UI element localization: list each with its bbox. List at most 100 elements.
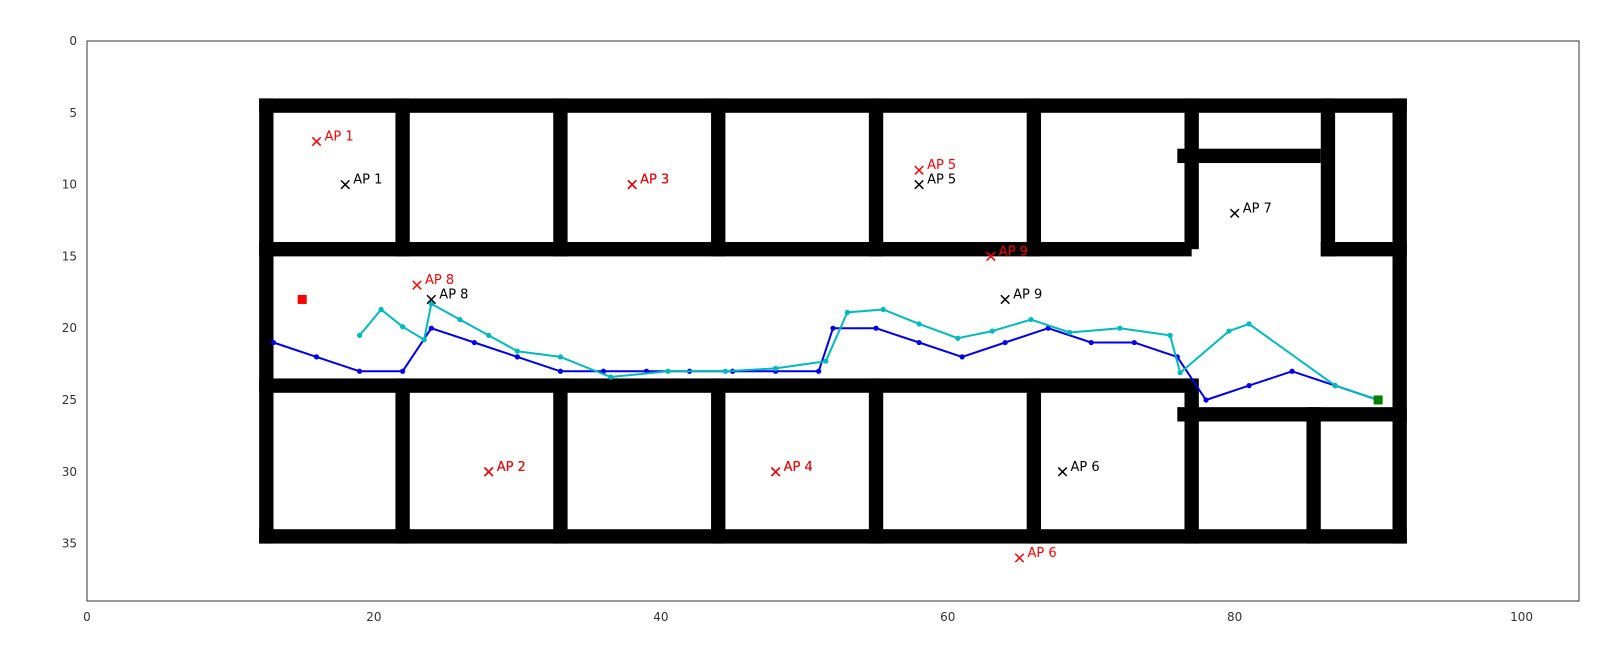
wall-segment (553, 378, 568, 544)
estimated-ap: AP 4 (770, 460, 813, 477)
estimated-ap-cross (483, 467, 494, 477)
wall-segment (259, 98, 1407, 113)
estimated-ap: AP 9 (986, 244, 1028, 262)
wall-segment (1184, 98, 1199, 250)
path-point (823, 358, 829, 364)
path-point (356, 332, 363, 338)
estimated-ap: AP 6 (1014, 546, 1057, 563)
path-point (959, 354, 965, 360)
path-point (1246, 321, 1252, 327)
x-tick-label: 80 (1227, 610, 1242, 624)
true-ap: AP 1 (340, 173, 382, 190)
path-point (457, 316, 463, 323)
true-ap-label: AP 3 (640, 173, 669, 188)
path-line-1 (273, 327, 1379, 401)
wall-segment (868, 98, 884, 257)
wall-segment (395, 98, 410, 257)
path-point (378, 306, 384, 313)
true-ap: AP 6 (1057, 460, 1100, 477)
path-point (773, 365, 779, 371)
end-marker (1373, 395, 1383, 405)
estimated-ap: AP 8 (412, 273, 454, 290)
estimated-ap-label: AP 8 (425, 273, 454, 288)
x-tick-labels: 0 20 40 60 80 100 (83, 610, 1533, 624)
path-point (270, 339, 277, 346)
x-tick-label: 60 (940, 610, 955, 624)
wall-segment (395, 378, 410, 544)
y-tick-label: 15 (62, 249, 77, 263)
path-point (1332, 383, 1338, 389)
true-ap: AP 5 (914, 173, 956, 190)
estimated-ap-cross (627, 179, 637, 190)
true-ap-cross (1229, 208, 1240, 219)
path-point (1167, 332, 1173, 338)
x-tick-label: 0 (83, 610, 91, 624)
true-ap: AP 9 (1000, 287, 1042, 305)
path-point (722, 368, 729, 374)
wall-segment (1392, 98, 1407, 544)
estimated-ap: AP 1 (311, 130, 354, 147)
path-point (880, 306, 886, 313)
path-point (830, 325, 836, 331)
start-marker (297, 294, 307, 304)
estimated-ap-cross (1014, 553, 1025, 563)
path-point (428, 325, 434, 331)
path-point (916, 339, 922, 346)
path-point (955, 335, 961, 341)
path-point (313, 354, 320, 360)
true-ap-cross (426, 294, 437, 305)
path-point (514, 348, 520, 354)
path-point (421, 337, 427, 343)
true-ap-label: AP 6 (1071, 460, 1100, 475)
x-tick-label: 100 (1510, 610, 1533, 624)
path-point (989, 328, 995, 334)
path-point (1088, 339, 1094, 346)
estimated-ap-cross (412, 280, 422, 290)
y-tick-label: 30 (62, 465, 77, 479)
path-point (400, 368, 406, 374)
path-point (1028, 316, 1034, 323)
path-point (873, 325, 879, 331)
path-point (514, 354, 520, 360)
estimated-ap-label: AP 3 (640, 173, 669, 188)
path-point (1067, 329, 1073, 336)
estimated-ap-label: AP 6 (1028, 546, 1057, 561)
true-ap-cross (914, 179, 924, 190)
true-ap-label: AP 4 (784, 460, 813, 475)
path-point (916, 321, 922, 327)
y-tick-label: 35 (62, 537, 77, 551)
path-point (471, 339, 477, 346)
y-tick-label: 10 (62, 178, 77, 192)
wall-segment (711, 98, 726, 257)
path-point (1289, 368, 1295, 374)
estimated-ap-label: AP 4 (784, 460, 813, 475)
plot-frame (86, 40, 1580, 602)
path-point (1002, 339, 1008, 346)
estimated-ap-label: AP 1 (325, 130, 354, 145)
estimated-ap-cross (986, 251, 996, 262)
paths-layer (270, 301, 1381, 403)
path-point (1045, 325, 1051, 331)
wall-segment (1177, 148, 1321, 164)
true-ap: AP 7 (1229, 201, 1272, 219)
y-tick-label: 5 (69, 106, 77, 120)
path-point (665, 368, 671, 374)
estimated-ap-cross (770, 467, 781, 477)
true-ap: AP 8 (426, 287, 468, 305)
path-point (356, 368, 363, 374)
path-point (557, 368, 564, 374)
wall-segment (1320, 242, 1407, 257)
true-ap-label: AP 5 (927, 173, 956, 188)
true-ap-label: AP 9 (1013, 287, 1042, 302)
wall-segment (1306, 407, 1321, 544)
path-point (608, 374, 614, 380)
walls-layer (259, 98, 1407, 544)
wall-segment (1320, 98, 1336, 257)
path-point (1246, 383, 1252, 389)
path-point (486, 332, 492, 338)
path-point (1117, 325, 1123, 331)
true-ap-cross (1000, 294, 1010, 305)
path-point (1226, 328, 1232, 334)
estimated-ap-cross (311, 136, 322, 147)
